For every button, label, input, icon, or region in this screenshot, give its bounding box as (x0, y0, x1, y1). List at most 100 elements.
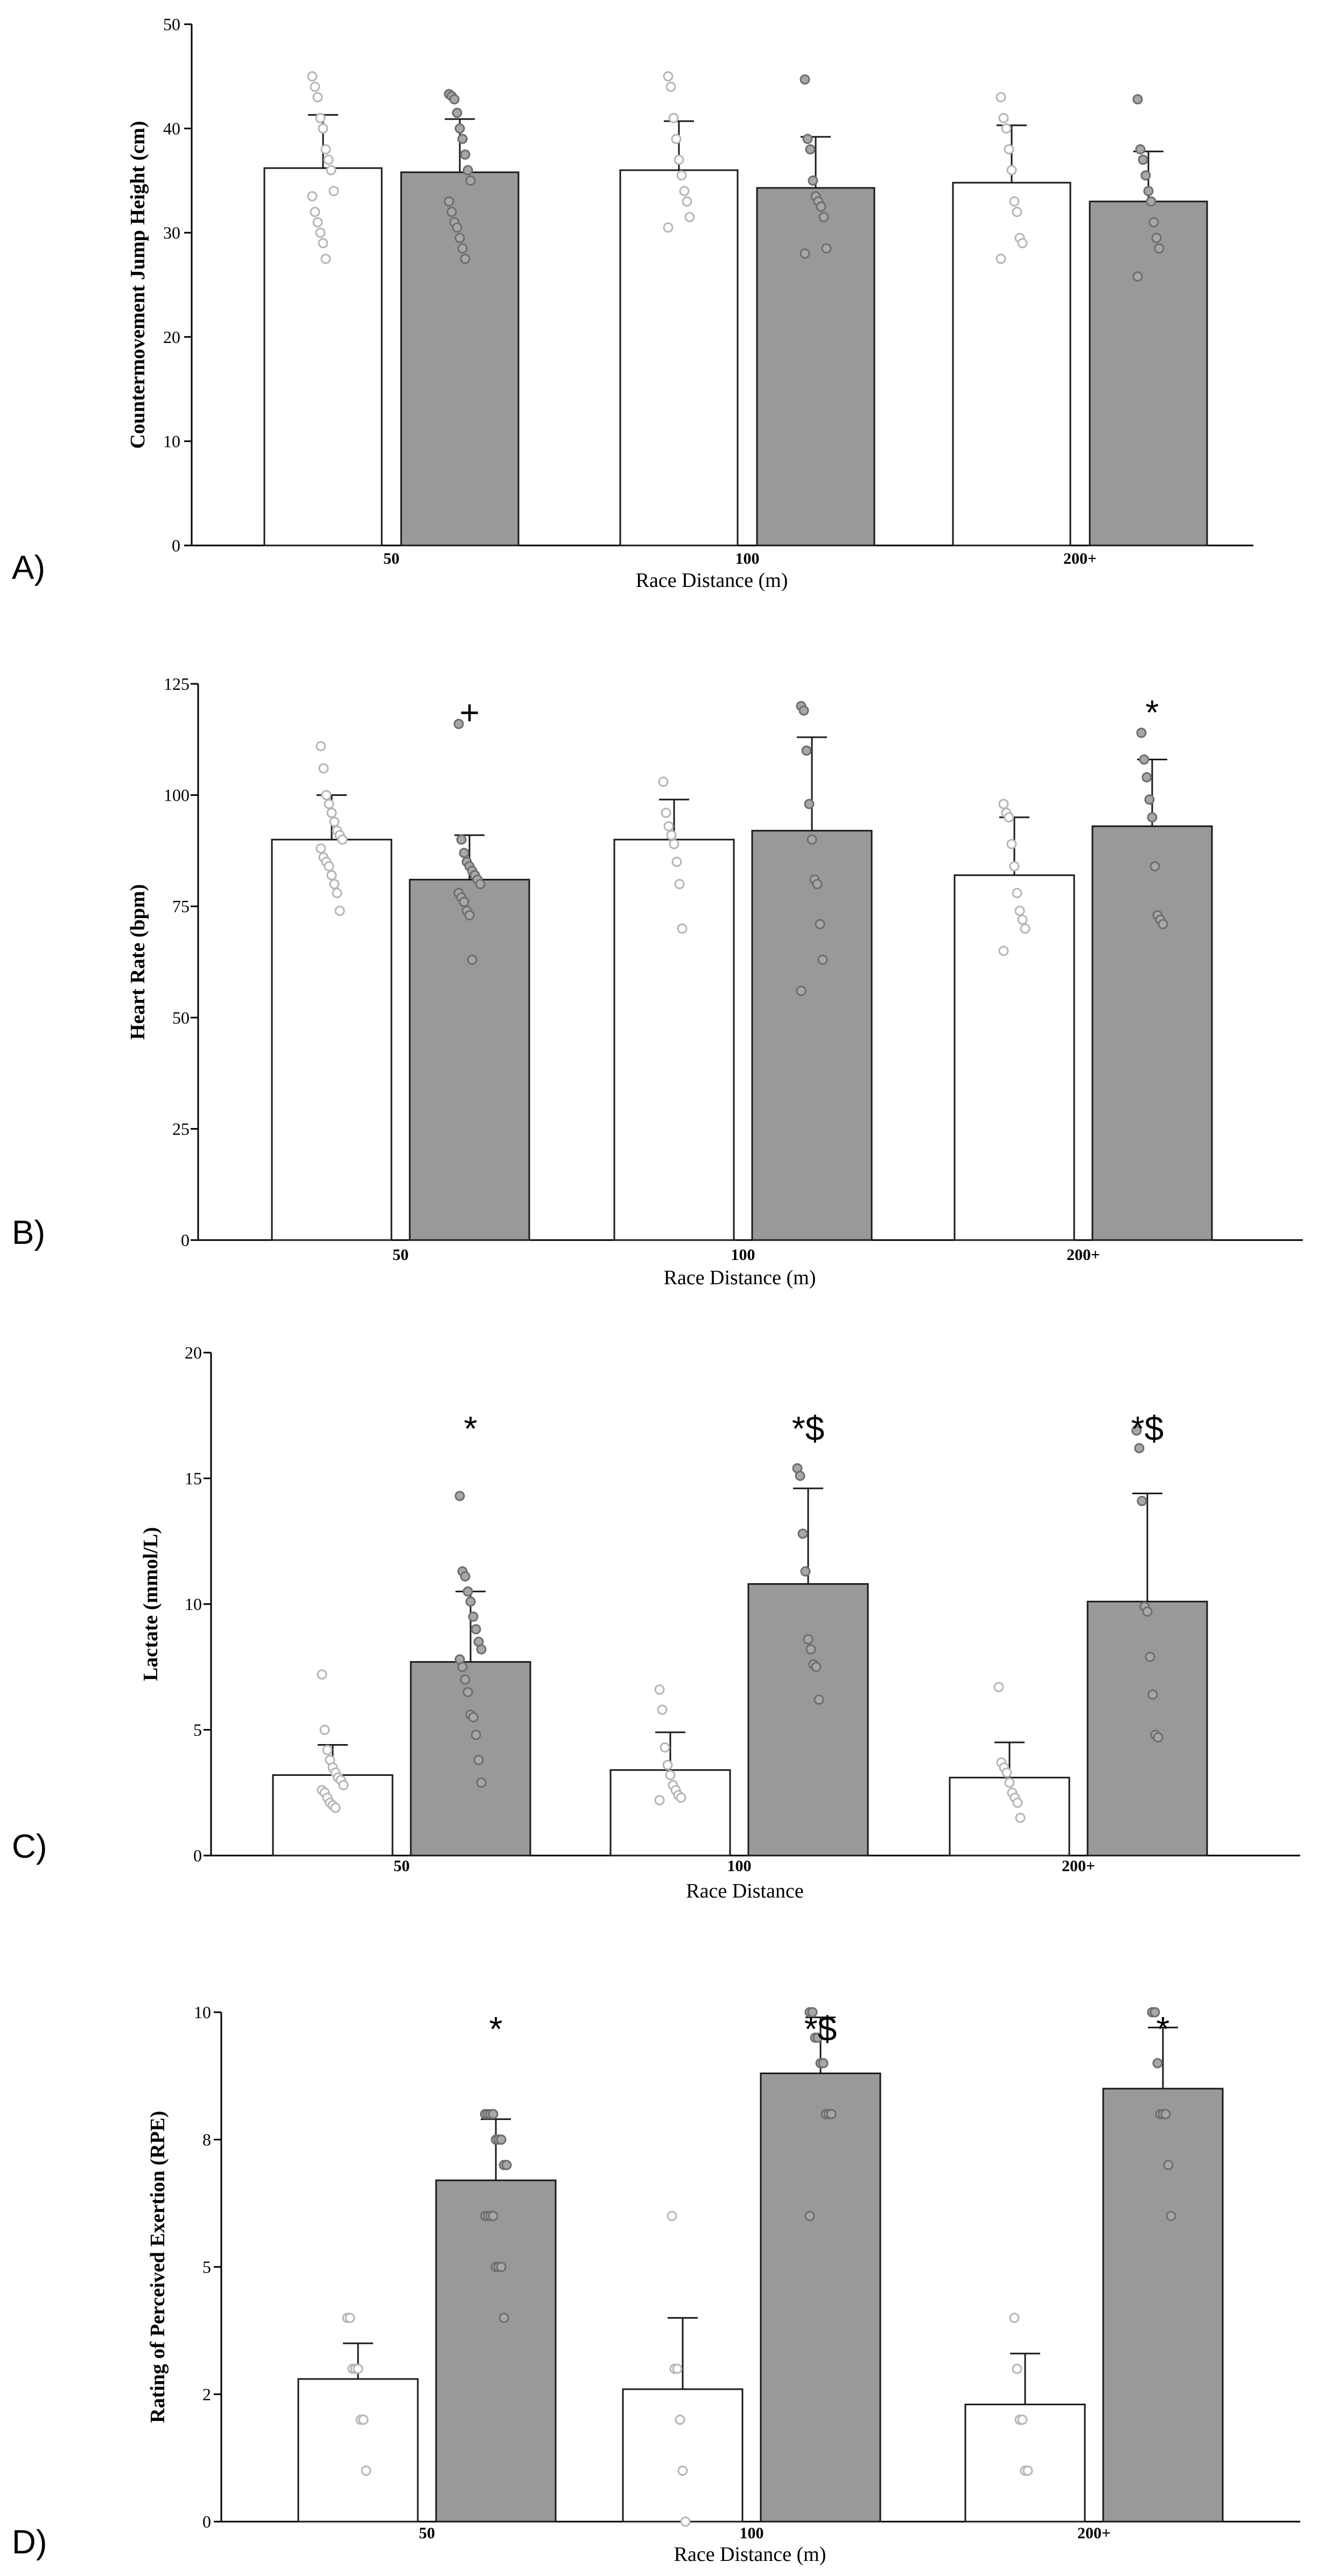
x-tick-label-200+: 200+ (1077, 2524, 1111, 2542)
y-tick-label: 75 (172, 897, 190, 916)
x-axis-title: Race Distance (m) (664, 1266, 816, 1289)
data-point-pre-200+ (998, 113, 1009, 123)
x-tick-label-50: 50 (419, 2524, 435, 2542)
bar-pre-100 (613, 838, 735, 1241)
chart-panel-2: 0 25 50 75 100 125 Heart Rate (bpm) 50 +100 200+ *… (12, 674, 1303, 1289)
y-tick-label: 10 (194, 2003, 211, 2022)
data-point-post-50 (457, 1662, 468, 1672)
data-point-pre-50 (312, 92, 323, 103)
data-point-pre-50 (318, 123, 328, 134)
data-point-pre-50 (323, 155, 334, 165)
data-point-pre-50 (334, 905, 345, 916)
data-point-pre-50 (318, 238, 328, 249)
x-tick-label-50: 50 (383, 550, 399, 568)
data-point-pre-100 (675, 2414, 685, 2425)
data-point-pre-50 (322, 1745, 333, 1755)
bar-post-200+ (1089, 200, 1208, 547)
data-point-post-200+ (1143, 186, 1154, 197)
data-point-pre-100 (668, 113, 679, 123)
x-tick-label-100: 100 (740, 2524, 764, 2542)
y-axis-title: Countermovement Jump Height (cm) (127, 121, 149, 449)
data-point-post-50 (471, 1730, 481, 1740)
data-point-post-100 (811, 1662, 822, 1672)
x-tick-label-100: 100 (735, 550, 760, 568)
data-point-post-200+ (1146, 196, 1156, 207)
data-point-post-100 (796, 985, 807, 996)
data-point-post-100 (800, 74, 810, 85)
bar-post-200+ (1086, 1600, 1208, 1857)
y-tick-label: 5 (193, 1720, 202, 1740)
data-point-post-50 (496, 2262, 507, 2272)
data-point-pre-200+ (1004, 812, 1014, 823)
x-axis-title: Race Distance (686, 1880, 803, 1902)
data-point-pre-50 (317, 1669, 327, 1680)
panel-label: B) (12, 1214, 45, 1251)
data-point-post-200+ (1142, 1606, 1153, 1617)
data-point-post-50 (454, 233, 465, 243)
data-point-pre-50 (318, 763, 329, 774)
data-point-pre-200+ (1006, 165, 1017, 176)
data-point-post-100 (818, 212, 829, 222)
data-point-post-200+ (1152, 2058, 1163, 2069)
data-point-post-50 (446, 206, 457, 217)
y-tick-label: 20 (185, 1343, 202, 1362)
data-point-post-50 (462, 1686, 473, 1697)
y-tick-label: 5 (202, 2257, 211, 2277)
y-tick-label: 25 (172, 1119, 190, 1138)
data-point-post-200+ (1141, 772, 1152, 783)
bar-post-100 (747, 1583, 869, 1857)
significance-marker-200+: *$ (1131, 1409, 1164, 1448)
data-point-post-100 (814, 1694, 824, 1705)
data-point-pre-50 (329, 879, 340, 890)
data-point-pre-200+ (1014, 905, 1025, 916)
data-point-post-200+ (1139, 754, 1149, 765)
data-point-post-50 (459, 897, 469, 907)
data-point-post-100 (812, 2032, 823, 2043)
data-point-pre-200+ (1022, 2465, 1033, 2476)
y-tick-label: 15 (185, 1469, 202, 1488)
bar-pre-200+ (952, 181, 1071, 547)
data-point-pre-50 (320, 254, 331, 264)
data-point-post-200+ (1137, 1496, 1147, 1507)
data-point-post-100 (800, 1566, 811, 1577)
data-point-pre-200+ (1006, 839, 1017, 850)
data-point-pre-50 (315, 227, 326, 238)
data-point-pre-100 (665, 1770, 676, 1781)
data-point-post-200+ (1144, 794, 1155, 805)
data-point-pre-200+ (1012, 887, 1022, 898)
data-point-pre-200+ (1004, 144, 1014, 155)
chart-panel-3: 0 5 10 15 20 Lactate (mmol/L) 50 * 100 *$ 200+ *$ Ra… (12, 1343, 1300, 1902)
data-point-post-200+ (1154, 243, 1165, 254)
data-point-post-100 (802, 134, 813, 144)
bar-post-100 (751, 830, 873, 1241)
y-tick-label: 20 (163, 327, 180, 347)
data-point-pre-50 (337, 834, 348, 845)
data-point-pre-200+ (998, 799, 1009, 809)
data-point-post-200+ (1135, 144, 1146, 155)
data-point-pre-50 (316, 741, 326, 752)
x-axis-title: Race Distance (m) (674, 2543, 826, 2566)
data-point-post-50 (476, 1644, 487, 1655)
data-point-post-200+ (1160, 2109, 1171, 2119)
data-point-post-50 (465, 175, 476, 186)
data-point-post-200+ (1140, 170, 1151, 181)
data-point-post-50 (476, 1777, 487, 1788)
y-tick-label: 50 (172, 1008, 190, 1027)
data-point-post-50 (456, 834, 467, 845)
data-point-post-100 (808, 175, 818, 186)
data-point-pre-200+ (1009, 861, 1020, 872)
y-tick-label: 0 (181, 1230, 190, 1250)
data-point-post-50 (444, 196, 454, 207)
panel-label: A) (12, 549, 45, 586)
data-point-post-50 (452, 222, 462, 233)
data-point-pre-50 (320, 144, 331, 155)
data-point-post-100 (826, 2109, 837, 2119)
data-point-pre-200+ (995, 92, 1006, 103)
data-point-pre-100 (669, 839, 679, 850)
data-point-post-100 (805, 1644, 816, 1655)
significance-marker-50: * (464, 1409, 478, 1448)
data-point-pre-50 (330, 1802, 341, 1813)
data-point-post-50 (468, 1712, 479, 1723)
data-point-post-200+ (1138, 155, 1148, 165)
data-point-post-50 (453, 718, 464, 729)
